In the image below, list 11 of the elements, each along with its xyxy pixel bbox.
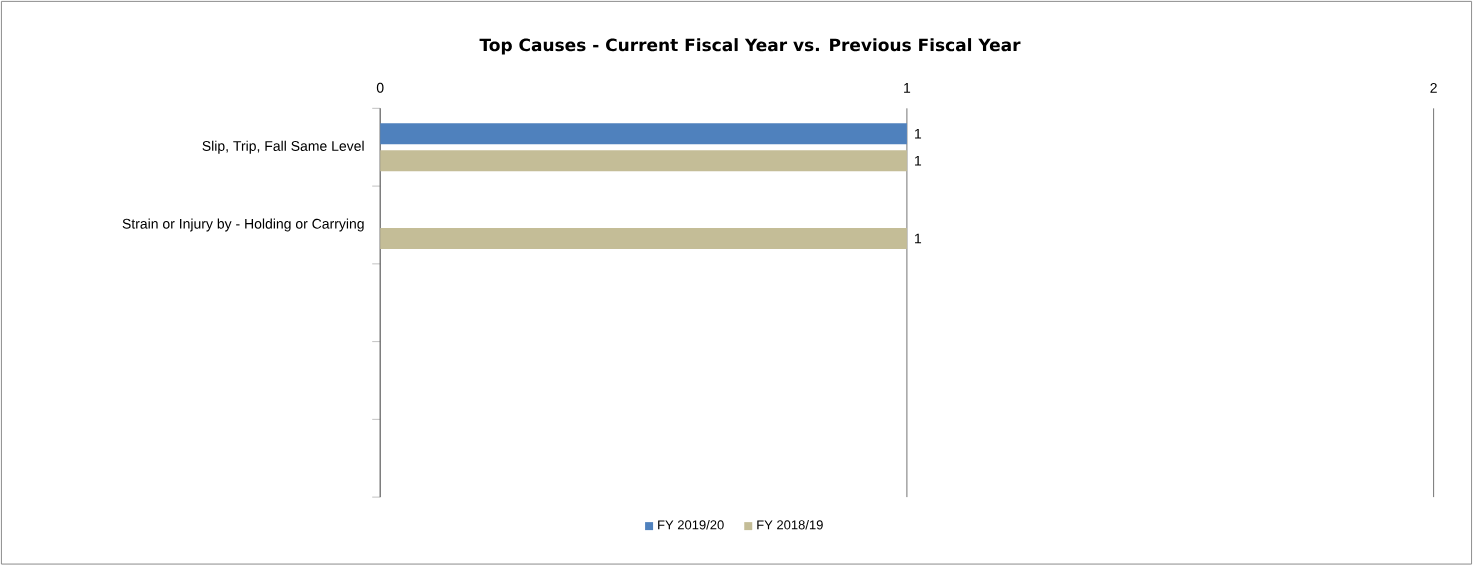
data-label: 1 (915, 128, 922, 139)
legend-label: FY 2018/19 (757, 519, 823, 530)
data-label: 1 (915, 155, 922, 166)
x-tick-label: 0 (376, 82, 384, 93)
y-tick-label: Slip, Trip, Fall Same Level (202, 140, 364, 154)
y-tick-label: Strain or Injury by - Holding or Carrying (122, 218, 364, 232)
x-tick-label: 1 (904, 82, 911, 93)
legend-label: FY 2019/20 (658, 519, 724, 530)
x-tick-label: 2 (1430, 82, 1437, 93)
chart-title: Top Causes - Current Fiscal Year vs. Previous Fiscal Year (479, 37, 1021, 55)
data-label: 1 (915, 233, 922, 244)
